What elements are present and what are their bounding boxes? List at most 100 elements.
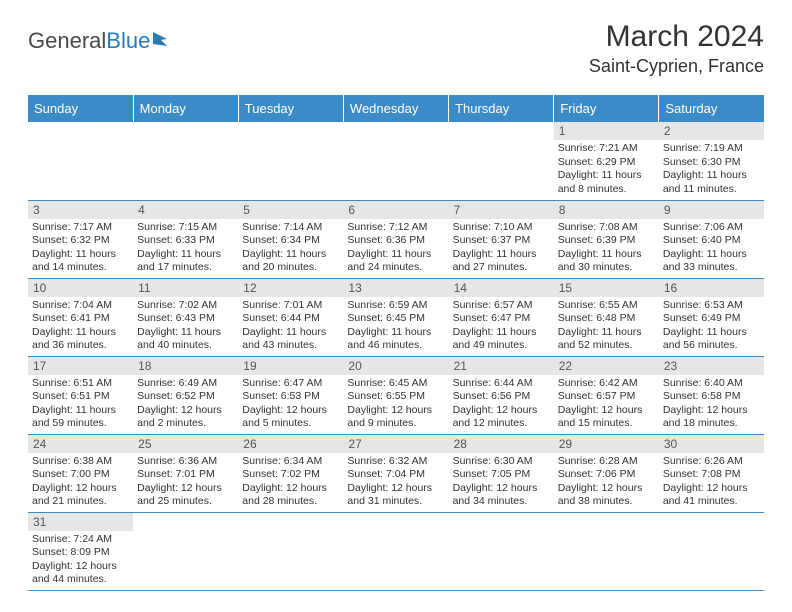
day-info: Sunrise: 6:51 AMSunset: 6:51 PMDaylight:… <box>28 375 133 434</box>
calendar-cell: 1Sunrise: 7:21 AMSunset: 6:29 PMDaylight… <box>554 122 659 200</box>
sunset-line: Sunset: 6:37 PM <box>453 234 550 248</box>
calendar-cell: 30Sunrise: 6:26 AMSunset: 7:08 PMDayligh… <box>659 434 764 512</box>
sunrise-line: Sunrise: 6:57 AM <box>453 299 550 313</box>
daylight-line: Daylight: 12 hours and 31 minutes. <box>347 482 444 509</box>
sunset-line: Sunset: 6:34 PM <box>242 234 339 248</box>
calendar-cell <box>449 122 554 200</box>
logo-flag-icon <box>153 28 173 54</box>
day-info: Sunrise: 7:06 AMSunset: 6:40 PMDaylight:… <box>659 219 764 278</box>
calendar-cell: 9Sunrise: 7:06 AMSunset: 6:40 PMDaylight… <box>659 200 764 278</box>
sunset-line: Sunset: 6:53 PM <box>242 390 339 404</box>
day-number: 2 <box>659 122 764 140</box>
calendar-cell: 2Sunrise: 7:19 AMSunset: 6:30 PMDaylight… <box>659 122 764 200</box>
day-info: Sunrise: 6:45 AMSunset: 6:55 PMDaylight:… <box>343 375 448 434</box>
sunset-line: Sunset: 6:55 PM <box>347 390 444 404</box>
day-number: 6 <box>343 201 448 219</box>
calendar-cell: 27Sunrise: 6:32 AMSunset: 7:04 PMDayligh… <box>343 434 448 512</box>
calendar-table: Sunday Monday Tuesday Wednesday Thursday… <box>28 95 764 591</box>
sunset-line: Sunset: 6:58 PM <box>663 390 760 404</box>
weekday-header: Monday <box>133 95 238 122</box>
sunrise-line: Sunrise: 7:04 AM <box>32 299 129 313</box>
calendar-cell: 7Sunrise: 7:10 AMSunset: 6:37 PMDaylight… <box>449 200 554 278</box>
day-info: Sunrise: 6:49 AMSunset: 6:52 PMDaylight:… <box>133 375 238 434</box>
sunset-line: Sunset: 6:36 PM <box>347 234 444 248</box>
calendar-cell: 15Sunrise: 6:55 AMSunset: 6:48 PMDayligh… <box>554 278 659 356</box>
day-number: 30 <box>659 435 764 453</box>
day-number: 4 <box>133 201 238 219</box>
day-info: Sunrise: 7:15 AMSunset: 6:33 PMDaylight:… <box>133 219 238 278</box>
sunset-line: Sunset: 6:56 PM <box>453 390 550 404</box>
day-info: Sunrise: 7:24 AMSunset: 8:09 PMDaylight:… <box>28 531 133 590</box>
sunset-line: Sunset: 6:57 PM <box>558 390 655 404</box>
sunrise-line: Sunrise: 7:08 AM <box>558 221 655 235</box>
calendar-cell: 4Sunrise: 7:15 AMSunset: 6:33 PMDaylight… <box>133 200 238 278</box>
calendar-cell <box>343 122 448 200</box>
sunrise-line: Sunrise: 7:01 AM <box>242 299 339 313</box>
sunset-line: Sunset: 6:41 PM <box>32 312 129 326</box>
sunset-line: Sunset: 6:51 PM <box>32 390 129 404</box>
day-number: 25 <box>133 435 238 453</box>
sunrise-line: Sunrise: 6:47 AM <box>242 377 339 391</box>
sunrise-line: Sunrise: 7:02 AM <box>137 299 234 313</box>
day-number: 11 <box>133 279 238 297</box>
daylight-line: Daylight: 11 hours and 49 minutes. <box>453 326 550 353</box>
logo-text-2: Blue <box>106 28 150 54</box>
day-number: 12 <box>238 279 343 297</box>
calendar-cell: 6Sunrise: 7:12 AMSunset: 6:36 PMDaylight… <box>343 200 448 278</box>
sunset-line: Sunset: 6:47 PM <box>453 312 550 326</box>
calendar-cell: 23Sunrise: 6:40 AMSunset: 6:58 PMDayligh… <box>659 356 764 434</box>
sunset-line: Sunset: 7:02 PM <box>242 468 339 482</box>
daylight-line: Daylight: 12 hours and 5 minutes. <box>242 404 339 431</box>
daylight-line: Daylight: 12 hours and 9 minutes. <box>347 404 444 431</box>
weekday-header: Sunday <box>28 95 133 122</box>
day-info: Sunrise: 7:21 AMSunset: 6:29 PMDaylight:… <box>554 140 659 199</box>
calendar-cell: 31Sunrise: 7:24 AMSunset: 8:09 PMDayligh… <box>28 512 133 590</box>
weekday-header-row: Sunday Monday Tuesday Wednesday Thursday… <box>28 95 764 122</box>
weekday-header: Tuesday <box>238 95 343 122</box>
sunset-line: Sunset: 6:49 PM <box>663 312 760 326</box>
logo-text-1: General <box>28 28 106 54</box>
sunset-line: Sunset: 7:01 PM <box>137 468 234 482</box>
daylight-line: Daylight: 11 hours and 43 minutes. <box>242 326 339 353</box>
day-info: Sunrise: 7:12 AMSunset: 6:36 PMDaylight:… <box>343 219 448 278</box>
day-info: Sunrise: 6:40 AMSunset: 6:58 PMDaylight:… <box>659 375 764 434</box>
sunset-line: Sunset: 7:08 PM <box>663 468 760 482</box>
day-number: 20 <box>343 357 448 375</box>
day-info: Sunrise: 6:47 AMSunset: 6:53 PMDaylight:… <box>238 375 343 434</box>
day-info: Sunrise: 6:34 AMSunset: 7:02 PMDaylight:… <box>238 453 343 512</box>
calendar-cell: 16Sunrise: 6:53 AMSunset: 6:49 PMDayligh… <box>659 278 764 356</box>
daylight-line: Daylight: 11 hours and 52 minutes. <box>558 326 655 353</box>
calendar-cell <box>659 512 764 590</box>
day-info: Sunrise: 6:44 AMSunset: 6:56 PMDaylight:… <box>449 375 554 434</box>
daylight-line: Daylight: 12 hours and 18 minutes. <box>663 404 760 431</box>
day-number: 23 <box>659 357 764 375</box>
sunrise-line: Sunrise: 6:36 AM <box>137 455 234 469</box>
sunrise-line: Sunrise: 6:53 AM <box>663 299 760 313</box>
calendar-cell: 24Sunrise: 6:38 AMSunset: 7:00 PMDayligh… <box>28 434 133 512</box>
day-number: 1 <box>554 122 659 140</box>
daylight-line: Daylight: 11 hours and 36 minutes. <box>32 326 129 353</box>
day-number: 13 <box>343 279 448 297</box>
calendar-cell <box>554 512 659 590</box>
calendar-cell: 21Sunrise: 6:44 AMSunset: 6:56 PMDayligh… <box>449 356 554 434</box>
daylight-line: Daylight: 12 hours and 44 minutes. <box>32 560 129 587</box>
calendar-cell: 17Sunrise: 6:51 AMSunset: 6:51 PMDayligh… <box>28 356 133 434</box>
calendar-cell: 26Sunrise: 6:34 AMSunset: 7:02 PMDayligh… <box>238 434 343 512</box>
calendar-row: 3Sunrise: 7:17 AMSunset: 6:32 PMDaylight… <box>28 200 764 278</box>
calendar-cell: 19Sunrise: 6:47 AMSunset: 6:53 PMDayligh… <box>238 356 343 434</box>
day-number: 19 <box>238 357 343 375</box>
sunset-line: Sunset: 6:44 PM <box>242 312 339 326</box>
calendar-cell: 25Sunrise: 6:36 AMSunset: 7:01 PMDayligh… <box>133 434 238 512</box>
day-number: 24 <box>28 435 133 453</box>
daylight-line: Daylight: 11 hours and 24 minutes. <box>347 248 444 275</box>
calendar-cell: 13Sunrise: 6:59 AMSunset: 6:45 PMDayligh… <box>343 278 448 356</box>
location: Saint-Cyprien, France <box>589 56 764 77</box>
sunrise-line: Sunrise: 6:55 AM <box>558 299 655 313</box>
sunset-line: Sunset: 6:39 PM <box>558 234 655 248</box>
daylight-line: Daylight: 12 hours and 2 minutes. <box>137 404 234 431</box>
calendar-cell <box>28 122 133 200</box>
day-number: 27 <box>343 435 448 453</box>
day-number: 9 <box>659 201 764 219</box>
sunrise-line: Sunrise: 7:15 AM <box>137 221 234 235</box>
day-info: Sunrise: 6:59 AMSunset: 6:45 PMDaylight:… <box>343 297 448 356</box>
